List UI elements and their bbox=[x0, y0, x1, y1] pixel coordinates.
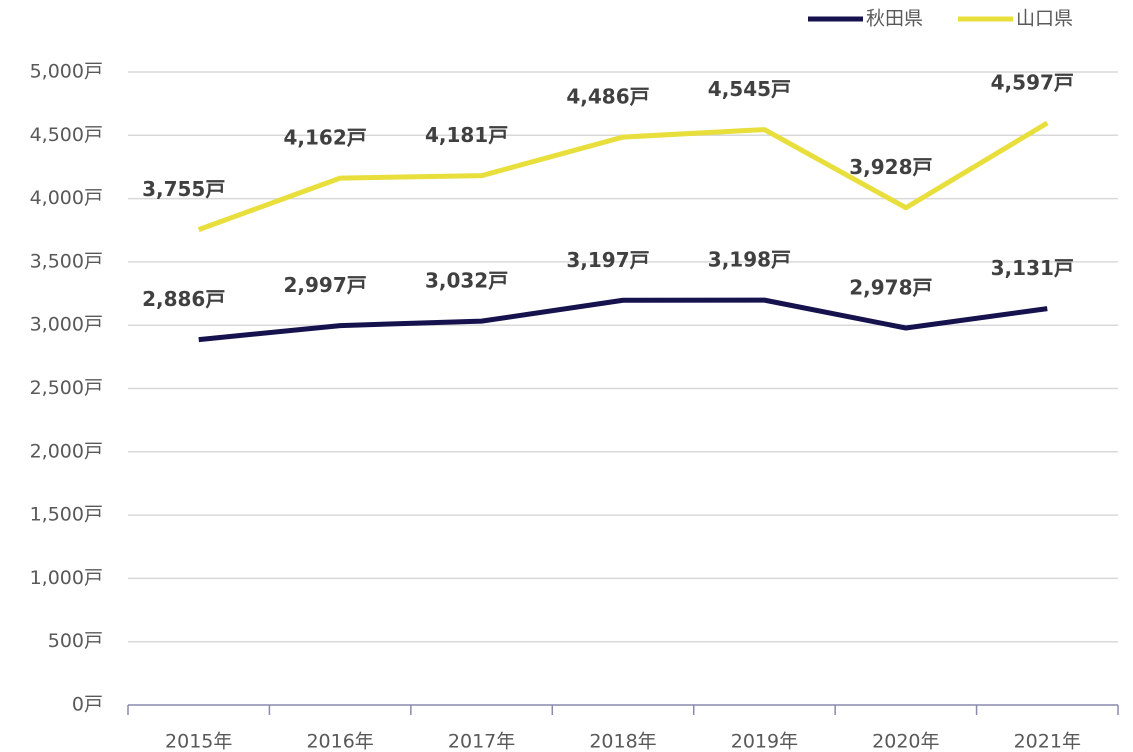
y-tick-label: 2,500戸 bbox=[30, 377, 103, 399]
y-tick-label: 1,000戸 bbox=[30, 567, 103, 589]
data-label: 2,886戸 bbox=[142, 287, 225, 311]
x-tick-label: 2016年 bbox=[306, 731, 373, 752]
x-tick-label: 2018年 bbox=[589, 731, 656, 752]
data-label: 3,755戸 bbox=[142, 177, 225, 201]
y-tick-label: 1,500戸 bbox=[30, 504, 103, 526]
legend-label: 秋田県 bbox=[866, 8, 923, 30]
data-label: 4,545戸 bbox=[708, 77, 791, 101]
x-tick-label: 2020年 bbox=[872, 731, 939, 752]
x-tick-label: 2019年 bbox=[731, 731, 798, 752]
y-tick-label: 4,500戸 bbox=[30, 124, 103, 146]
y-tick-label: 2,000戸 bbox=[30, 440, 103, 462]
series-line bbox=[198, 297, 1048, 343]
series-line bbox=[197, 120, 1049, 232]
y-tick-label: 500戸 bbox=[48, 630, 103, 652]
data-label: 4,181戸 bbox=[425, 123, 508, 147]
data-label: 2,997戸 bbox=[284, 273, 367, 297]
data-label: 3,032戸 bbox=[425, 269, 508, 293]
y-tick-label: 3,500戸 bbox=[30, 250, 103, 272]
y-tick-label: 5,000戸 bbox=[30, 61, 103, 83]
x-tick-label: 2021年 bbox=[1014, 731, 1081, 752]
data-label: 3,198戸 bbox=[708, 248, 791, 272]
data-label: 3,131戸 bbox=[991, 256, 1074, 280]
y-tick-label: 4,000戸 bbox=[30, 187, 103, 209]
data-label: 4,597戸 bbox=[991, 71, 1074, 95]
data-label: 2,978戸 bbox=[849, 275, 932, 299]
y-tick-label: 0戸 bbox=[72, 694, 103, 716]
data-label: 3,197戸 bbox=[566, 248, 649, 272]
data-label: 4,486戸 bbox=[566, 85, 649, 109]
legend-label: 山口県 bbox=[1016, 8, 1073, 30]
y-tick-label: 3,000戸 bbox=[30, 314, 103, 336]
data-label: 3,928戸 bbox=[849, 155, 932, 179]
x-tick-label: 2015年 bbox=[165, 731, 232, 752]
data-label: 4,162戸 bbox=[284, 126, 367, 150]
x-tick-label: 2017年 bbox=[448, 731, 515, 752]
